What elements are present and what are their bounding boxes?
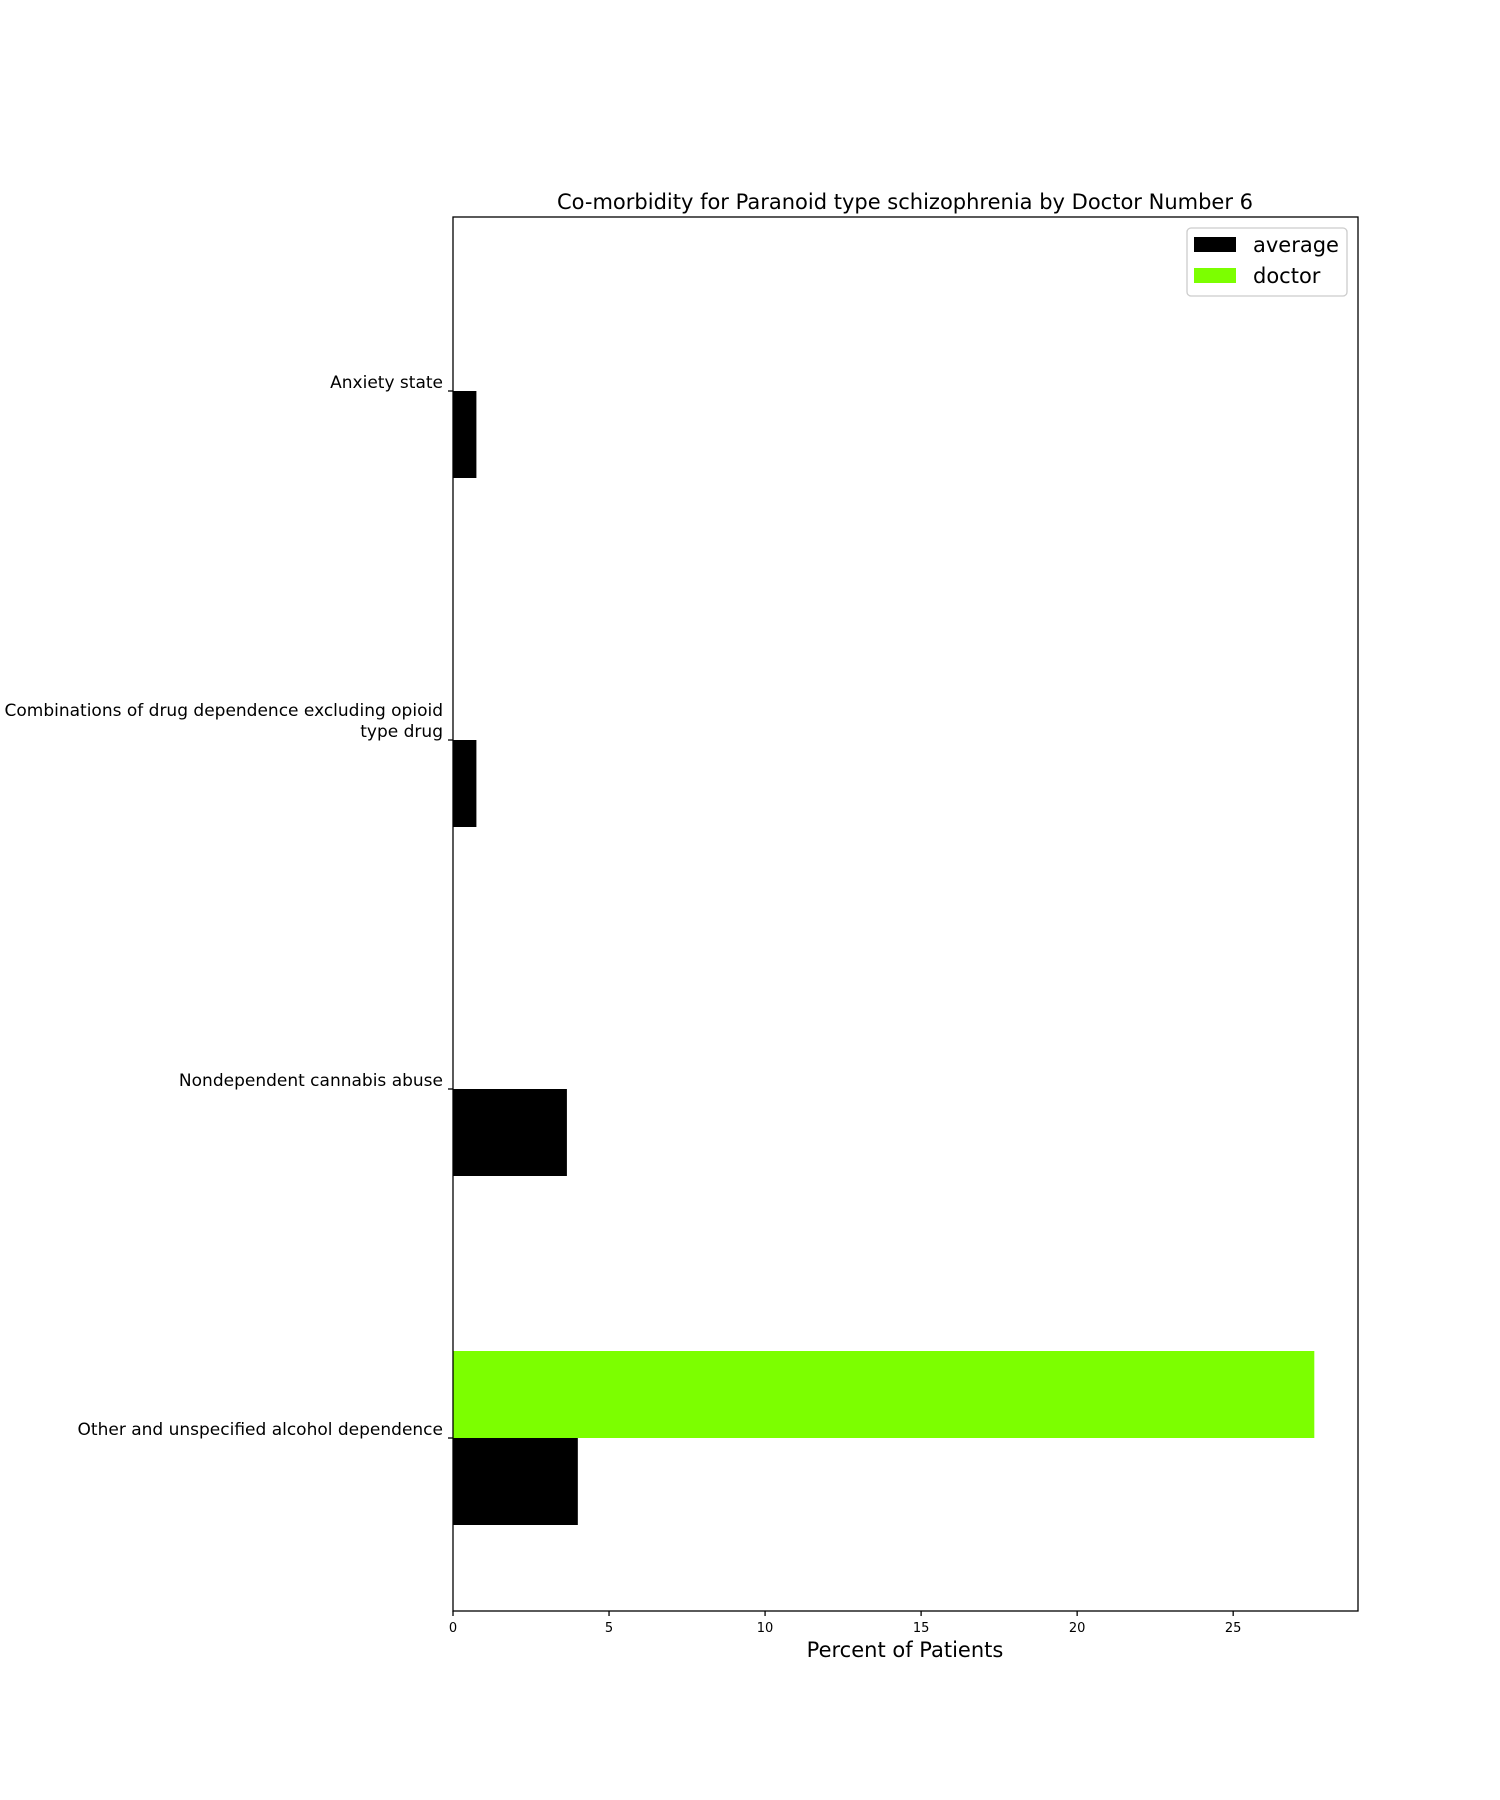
- legend: average doctor: [1186, 227, 1348, 297]
- legend-swatch-doctor: [1194, 268, 1236, 283]
- legend-swatch-average: [1194, 237, 1236, 252]
- x-tick-label: 0: [449, 1621, 457, 1636]
- legend-label-average: average: [1253, 233, 1339, 257]
- chart-title: Co-morbidity for Paranoid type schizophr…: [557, 190, 1253, 214]
- x-tick-label: 20: [1069, 1621, 1086, 1636]
- x-axis-ticks: 0 5 10 15 20 25: [449, 1611, 1242, 1636]
- bar-average-other-and-unspecified-alcohol-dependence: [453, 1438, 578, 1525]
- bars: [453, 391, 1315, 1525]
- legend-label-doctor: doctor: [1253, 264, 1321, 288]
- y-tick-label: Combinations of drug dependence excludin…: [5, 701, 444, 742]
- y-tick-label: Nondependent cannabis abuse: [179, 1071, 443, 1091]
- bar-doctor-other-and-unspecified-alcohol-dependence: [453, 1351, 1315, 1438]
- y-tick-label: Anxiety state: [330, 373, 443, 393]
- x-tick-label: 10: [757, 1621, 774, 1636]
- bar-average-anxiety-state: [453, 391, 477, 478]
- x-tick-label: 15: [913, 1621, 930, 1636]
- y-tick-label: Other and unspecified alcohol dependence: [78, 1420, 443, 1440]
- plot-frame: [452, 216, 1359, 1612]
- x-tick-label: 25: [1225, 1621, 1242, 1636]
- x-axis-label: Percent of Patients: [807, 1638, 1004, 1662]
- x-tick-label: 5: [605, 1621, 613, 1636]
- y-axis-ticks: Anxiety state Combinations of drug depend…: [5, 373, 453, 1440]
- bar-average-combinations-of-drug-dependence-excludin: [453, 740, 477, 827]
- bar-average-nondependent-cannabis-abuse: [453, 1089, 567, 1176]
